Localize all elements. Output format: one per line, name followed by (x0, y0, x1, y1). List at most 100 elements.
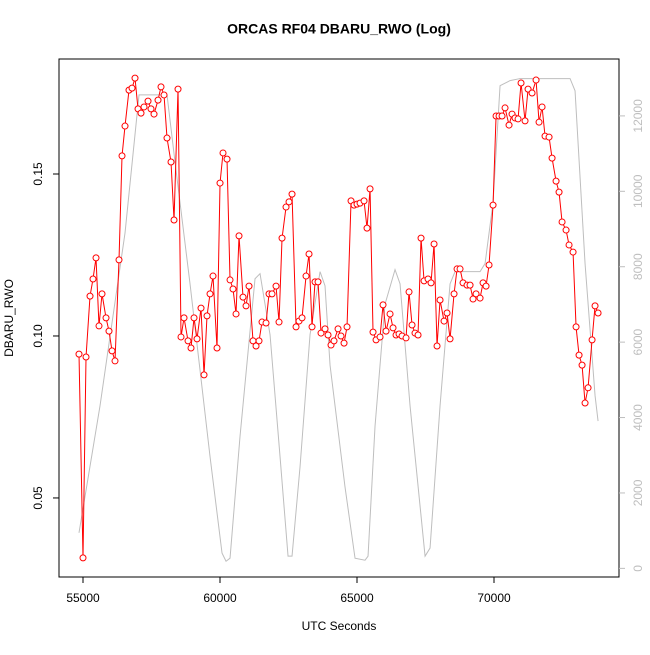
data-point (275, 318, 283, 326)
x-tick-label: 60000 (203, 591, 237, 605)
data-point (216, 179, 224, 187)
data-point (92, 254, 100, 262)
data-point (389, 324, 397, 332)
data-point (121, 122, 129, 130)
data-point (446, 335, 454, 343)
data-point (324, 331, 332, 339)
data-point (376, 333, 384, 341)
data-point (150, 110, 158, 118)
data-point (386, 310, 394, 318)
data-point (517, 79, 525, 87)
data-point (433, 342, 441, 350)
data-point (545, 133, 553, 141)
data-point (436, 296, 444, 304)
data-point (572, 323, 580, 331)
data-point (562, 226, 570, 234)
data-point (521, 117, 529, 125)
data-point (268, 290, 276, 298)
data-point (298, 314, 306, 322)
data-point (128, 84, 136, 92)
data-point (170, 216, 178, 224)
chart-title: ORCAS RF04 DBARU_RWO (Log) (227, 21, 451, 37)
data-point (108, 347, 116, 355)
data-point (213, 344, 221, 352)
data-point (154, 96, 162, 104)
x-axis-label: UTC Seconds (302, 619, 377, 633)
data-point (575, 351, 583, 359)
data-point (187, 344, 195, 352)
data-point (456, 265, 464, 273)
y-tick-label: 0.05 (31, 486, 45, 510)
data-point (102, 314, 110, 322)
data-point (118, 152, 126, 160)
data-point (405, 288, 413, 296)
data-point (197, 304, 205, 312)
y2-tick-label: 12000 (631, 99, 645, 133)
data-point (232, 310, 240, 318)
data-point (443, 309, 451, 317)
data-point (321, 325, 329, 333)
data-point (317, 329, 325, 337)
data-point (184, 337, 192, 345)
data-point (330, 337, 338, 345)
data-point (242, 302, 250, 310)
data-point (340, 339, 348, 347)
data-point (157, 83, 165, 91)
data-point (285, 198, 293, 206)
data-point (272, 282, 280, 290)
data-point (565, 241, 573, 249)
data-point (505, 121, 513, 129)
data-point (98, 290, 106, 298)
data-point (223, 155, 231, 163)
data-point (408, 321, 416, 329)
data-point (450, 290, 458, 298)
data-point (144, 97, 152, 105)
data-point (308, 323, 316, 331)
data-point (538, 103, 546, 111)
data-point (174, 85, 182, 93)
y2-tick-label: 2000 (631, 479, 645, 506)
data-point (535, 118, 543, 126)
data-point (402, 334, 410, 342)
data-point (501, 104, 509, 112)
data-point (167, 158, 175, 166)
data-point (485, 261, 493, 269)
data-point (369, 328, 377, 336)
data-point (75, 350, 83, 358)
data-point (203, 312, 211, 320)
data-point (252, 342, 260, 350)
data-point (366, 185, 374, 193)
data-point (417, 234, 425, 242)
y-tick-label: 0.15 (31, 162, 45, 186)
y2-tick-label: 6000 (631, 328, 645, 355)
data-point (302, 272, 310, 280)
data-point (219, 149, 227, 157)
data-point (111, 357, 119, 365)
data-point (226, 276, 234, 284)
data-point (584, 384, 592, 392)
data-point (489, 201, 497, 209)
data-point (581, 399, 589, 407)
data-point (229, 285, 237, 293)
y2-tick-label: 4000 (631, 404, 645, 431)
data-point (245, 282, 253, 290)
data-point (514, 115, 522, 123)
data-point (105, 327, 113, 335)
data-point (440, 317, 448, 325)
data-point (532, 76, 540, 84)
data-point (147, 105, 155, 113)
data-point (86, 292, 94, 300)
data-point (160, 91, 168, 99)
data-point (427, 279, 435, 287)
data-point (578, 361, 586, 369)
data-point (288, 190, 296, 198)
x-tick-label: 55000 (66, 591, 100, 605)
y2-tick-label: 0 (631, 565, 645, 572)
data-point (498, 112, 506, 120)
data-point (82, 353, 90, 361)
data-point (305, 250, 313, 258)
data-point (363, 224, 371, 232)
data-point (360, 197, 368, 205)
data-point (528, 89, 536, 97)
